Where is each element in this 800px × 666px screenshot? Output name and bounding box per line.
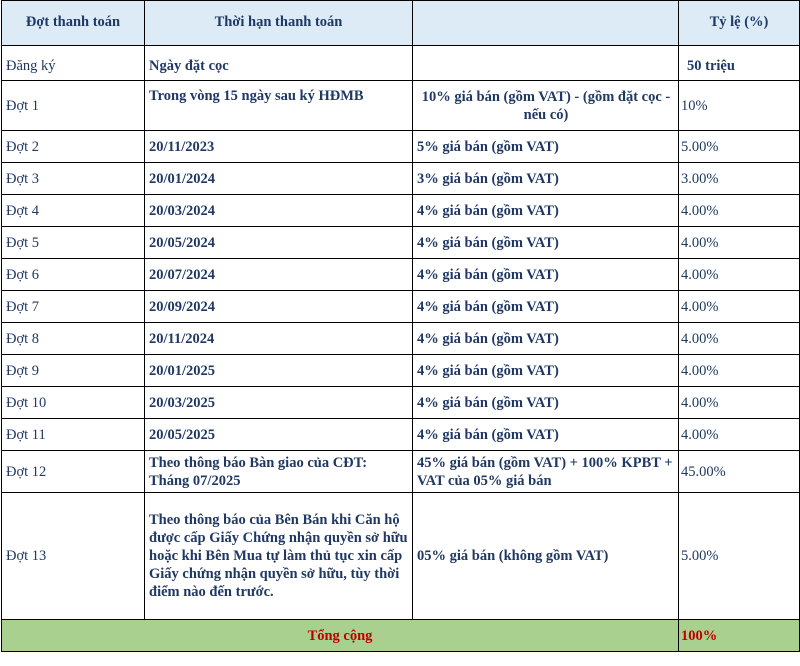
- rate-cell: 4.00%: [678, 258, 800, 291]
- installment-cell: Đợt 4: [1, 194, 145, 227]
- installment-cell: Đợt 1: [1, 80, 145, 131]
- table-row: Đăng ký Ngày đặt cọc 50 triệu: [1, 45, 800, 81]
- amount-cell: 4% giá bán (gồm VAT): [412, 418, 679, 451]
- installment-cell: Đợt 9: [1, 354, 145, 387]
- amount-cell: 4% giá bán (gồm VAT): [412, 322, 679, 355]
- deadline-cell: 20/03/2025: [144, 386, 413, 419]
- deadline-cell: Trong vòng 15 ngày sau ký HĐMB: [144, 80, 413, 131]
- amount-cell: 10% giá bán (gồm VAT) - (gồm đặt cọc - n…: [412, 80, 679, 131]
- rate-cell: 4.00%: [678, 386, 800, 419]
- rate-cell: 4.00%: [678, 194, 800, 227]
- table-row: Đợt 7 20/09/2024 4% giá bán (gồm VAT) 4.…: [1, 290, 800, 323]
- rate-cell: 50 triệu: [678, 45, 800, 81]
- table-row: Đợt 13 Theo thông báo của Bên Bán khi Că…: [1, 492, 800, 620]
- amount-cell: 4% giá bán (gồm VAT): [412, 226, 679, 259]
- table-row: Đợt 10 20/03/2025 4% giá bán (gồm VAT) 4…: [1, 386, 800, 419]
- installment-cell: Đăng ký: [1, 45, 145, 81]
- deadline-cell: 20/11/2024: [144, 322, 413, 355]
- rate-cell: 10%: [678, 80, 800, 131]
- table-row: Đợt 3 20/01/2024 3% giá bán (gồm VAT) 3.…: [1, 162, 800, 195]
- table-row: Đợt 1 Trong vòng 15 ngày sau ký HĐMB 10%…: [1, 80, 800, 131]
- header-payment-deadline: Thời hạn thanh toán: [144, 0, 413, 46]
- total-row: Tổng cộng 100%: [1, 619, 800, 652]
- header-payment-installment: Đợt thanh toán: [1, 0, 145, 46]
- rate-cell: 5.00%: [678, 130, 800, 163]
- rate-cell: 4.00%: [678, 418, 800, 451]
- installment-cell: Đợt 10: [1, 386, 145, 419]
- installment-cell: Đợt 5: [1, 226, 145, 259]
- amount-cell: 3% giá bán (gồm VAT): [412, 162, 679, 195]
- total-value: 100%: [678, 619, 800, 652]
- amount-cell: 4% giá bán (gồm VAT): [412, 354, 679, 387]
- amount-cell: 4% giá bán (gồm VAT): [412, 258, 679, 291]
- rate-cell: 4.00%: [678, 322, 800, 355]
- table-row: Đợt 2 20/11/2023 5% giá bán (gồm VAT) 5.…: [1, 130, 800, 163]
- amount-cell: [412, 45, 679, 81]
- header-payment-amount: [412, 0, 679, 46]
- deadline-cell: Theo thông báo của Bên Bán khi Căn hộ đư…: [144, 492, 413, 620]
- deadline-cell: 20/01/2024: [144, 162, 413, 195]
- rate-cell: 5.00%: [678, 492, 800, 620]
- table-row: Đợt 12 Theo thông báo Bàn giao của CĐT: …: [1, 450, 800, 493]
- amount-cell: 5% giá bán (gồm VAT): [412, 130, 679, 163]
- payment-schedule-table: Đợt thanh toán Thời hạn thanh toán Tỷ lệ…: [1, 0, 800, 652]
- installment-cell: Đợt 6: [1, 258, 145, 291]
- amount-cell: 4% giá bán (gồm VAT): [412, 194, 679, 227]
- deadline-cell: 20/11/2023: [144, 130, 413, 163]
- installment-cell: Đợt 3: [1, 162, 145, 195]
- deadline-cell: 20/07/2024: [144, 258, 413, 291]
- deadline-cell: 20/05/2024: [144, 226, 413, 259]
- deadline-cell: Theo thông báo Bàn giao của CĐT: Tháng 0…: [144, 450, 413, 493]
- installment-cell: Đợt 13: [1, 492, 145, 620]
- rate-cell: 45.00%: [678, 450, 800, 493]
- amount-cell: 05% giá bán (không gồm VAT): [412, 492, 679, 620]
- header-payment-rate: Tỷ lệ (%): [678, 0, 800, 46]
- amount-cell: 4% giá bán (gồm VAT): [412, 290, 679, 323]
- rate-cell: 3.00%: [678, 162, 800, 195]
- table-row: Đợt 9 20/01/2025 4% giá bán (gồm VAT) 4.…: [1, 354, 800, 387]
- table-row: Đợt 11 20/05/2025 4% giá bán (gồm VAT) 4…: [1, 418, 800, 451]
- table-row: Đợt 6 20/07/2024 4% giá bán (gồm VAT) 4.…: [1, 258, 800, 291]
- table-row: Đợt 8 20/11/2024 4% giá bán (gồm VAT) 4.…: [1, 322, 800, 355]
- rate-cell: 4.00%: [678, 226, 800, 259]
- installment-cell: Đợt 8: [1, 322, 145, 355]
- deadline-cell: Ngày đặt cọc: [144, 45, 413, 81]
- header-row: Đợt thanh toán Thời hạn thanh toán Tỷ lệ…: [1, 0, 800, 46]
- deadline-cell: 20/01/2025: [144, 354, 413, 387]
- amount-cell: 45% giá bán (gồm VAT) + 100% KPBT + VAT …: [412, 450, 679, 493]
- table-row: Đợt 4 20/03/2024 4% giá bán (gồm VAT) 4.…: [1, 194, 800, 227]
- rate-cell: 4.00%: [678, 290, 800, 323]
- deadline-cell: 20/03/2024: [144, 194, 413, 227]
- installment-cell: Đợt 2: [1, 130, 145, 163]
- deadline-cell: 20/05/2025: [144, 418, 413, 451]
- installment-cell: Đợt 11: [1, 418, 145, 451]
- amount-cell: 4% giá bán (gồm VAT): [412, 386, 679, 419]
- deadline-cell: 20/09/2024: [144, 290, 413, 323]
- rate-cell: 4.00%: [678, 354, 800, 387]
- table-row: Đợt 5 20/05/2024 4% giá bán (gồm VAT) 4.…: [1, 226, 800, 259]
- installment-cell: Đợt 7: [1, 290, 145, 323]
- installment-cell: Đợt 12: [1, 450, 145, 493]
- total-label: Tổng cộng: [1, 619, 679, 652]
